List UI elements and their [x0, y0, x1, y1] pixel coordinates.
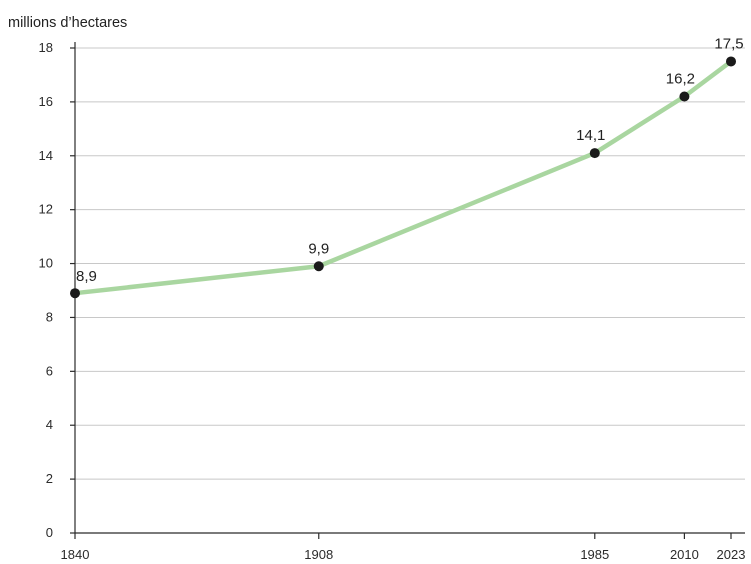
data-point-2010 — [679, 91, 690, 102]
x-tick-label: 1985 — [580, 547, 609, 562]
data-label: 17,5 — [714, 35, 743, 52]
series-line — [72, 59, 734, 296]
y-tick-label: 0 — [46, 525, 53, 540]
y-tick-label: 16 — [39, 94, 53, 109]
data-label: 9,9 — [308, 240, 329, 257]
x-tick-label: 1840 — [61, 547, 90, 562]
x-tick-label: 2010 — [670, 547, 699, 562]
y-tick-label: 14 — [39, 148, 53, 163]
y-tick-label: 12 — [39, 202, 53, 217]
data-labels: 8,9 9,9 14,1 16,2 17,5 — [76, 35, 744, 285]
data-label: 14,1 — [576, 127, 605, 144]
data-label: 8,9 — [76, 268, 97, 285]
y-tick-label: 6 — [46, 363, 53, 378]
series-layer — [70, 56, 736, 299]
y-tick-label: 2 — [46, 471, 53, 486]
data-label: 16,2 — [666, 71, 695, 88]
x-tick-label: 1908 — [304, 547, 333, 562]
y-tick-label: 18 — [39, 40, 53, 55]
data-point-2023 — [726, 56, 736, 67]
y-tick-label: 4 — [46, 417, 53, 432]
data-point-1985 — [589, 148, 600, 159]
data-point-1840 — [70, 288, 80, 299]
y-axis-unit-label: millions d’hectares — [8, 15, 127, 31]
x-tick-label: 2023 — [717, 547, 746, 562]
grid-lines — [75, 47, 745, 480]
y-tick-label: 10 — [39, 256, 53, 271]
data-point-1908 — [313, 261, 324, 272]
y-tick-label: 8 — [46, 309, 53, 324]
axes: 0 2 4 6 8 10 12 14 16 18 1840 1908 1985 2010 2023 — [39, 40, 746, 562]
